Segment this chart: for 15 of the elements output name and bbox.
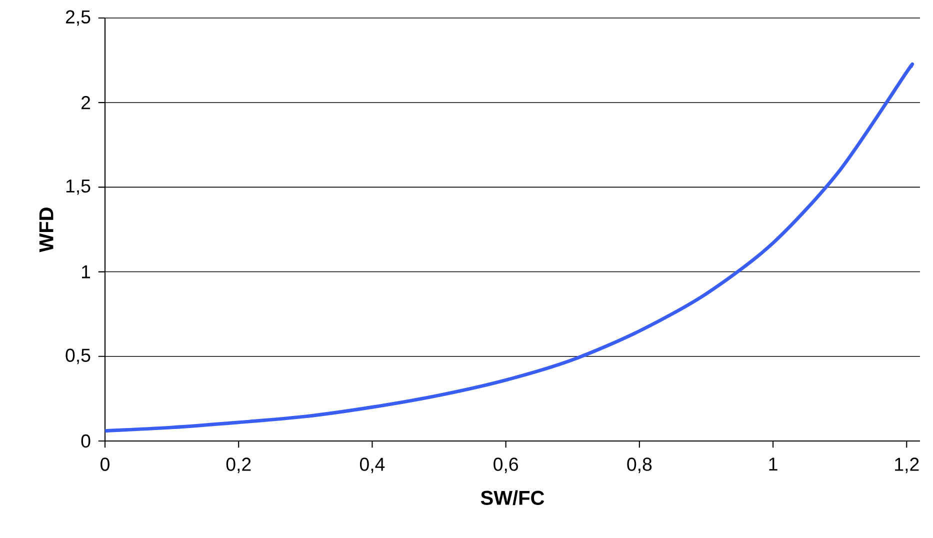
x-tick-label: 0,8 bbox=[627, 458, 652, 474]
x-tick-label: 1 bbox=[769, 458, 778, 471]
x-tick-label: 0,4 bbox=[360, 458, 385, 474]
y-axis-title: WFD bbox=[39, 208, 54, 252]
x-tick-label: 0,6 bbox=[494, 458, 518, 474]
y-tick-label: 2,5 bbox=[66, 10, 90, 26]
x-axis-title: SW/FC bbox=[480, 490, 544, 506]
y-tick-label: 0,5 bbox=[66, 348, 90, 364]
y-tick-label: 1,5 bbox=[66, 180, 90, 195]
y-tick-label: 0 bbox=[81, 434, 90, 448]
x-tick-label: 1,2 bbox=[895, 458, 919, 474]
y-tick-label: 1 bbox=[82, 265, 90, 278]
x-tick-label: 0,2 bbox=[226, 458, 251, 474]
y-tick-label: 2 bbox=[82, 96, 90, 110]
x-tick-label: 0 bbox=[100, 458, 110, 471]
